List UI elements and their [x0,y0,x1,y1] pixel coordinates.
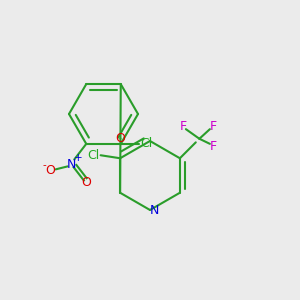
Text: F: F [179,120,186,133]
Text: -: - [43,160,47,170]
Text: Cl: Cl [140,137,152,150]
Text: Cl: Cl [87,149,99,162]
Text: O: O [81,176,91,189]
Text: O: O [45,164,55,177]
Text: F: F [209,140,216,153]
Text: N: N [67,158,76,171]
Text: +: + [74,153,82,163]
Text: F: F [209,120,216,133]
Text: O: O [116,132,125,145]
Text: N: N [150,203,159,217]
